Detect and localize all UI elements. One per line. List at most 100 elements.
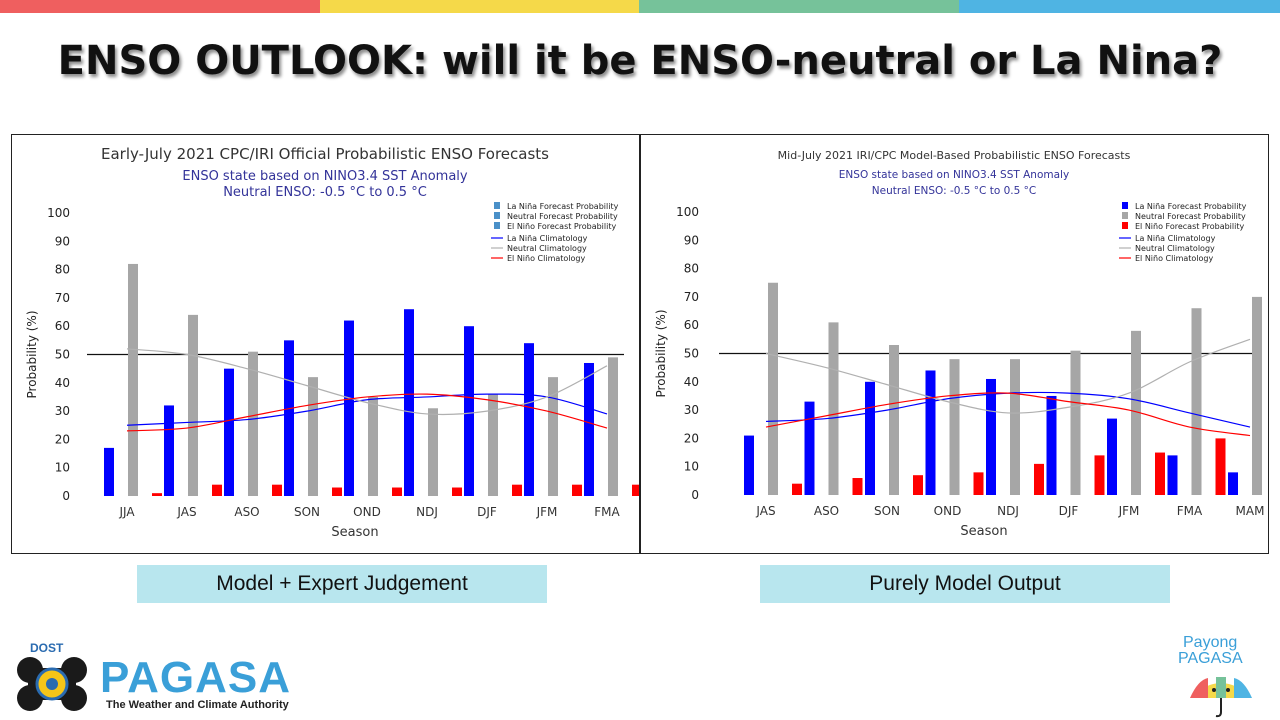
climatology-line-elnino — [126, 393, 608, 432]
bar-lanina — [524, 343, 534, 496]
top-stripe-green — [639, 0, 959, 13]
x-tick-label: DJF — [477, 505, 497, 519]
bar-neutral — [488, 394, 498, 496]
bar-lanina — [584, 362, 594, 496]
bar-elnino — [1215, 438, 1226, 495]
y-tick-label: 0 — [691, 488, 699, 502]
bar-lanina — [986, 378, 996, 495]
bar-neutral — [608, 357, 618, 496]
bar-neutral — [428, 408, 438, 496]
climatology-line-lanina — [126, 393, 608, 426]
legend-label: La Niña Forecast Probability — [507, 202, 619, 211]
y-tick-label: 80 — [55, 263, 70, 277]
y-tick-label: 30 — [55, 404, 70, 418]
bar-elnino — [512, 484, 522, 496]
x-tick-label: ASO — [814, 504, 839, 518]
top-stripe-red — [0, 0, 320, 13]
chart-subtitle-state: ENSO state based on NINO3.4 SST Anomaly — [182, 169, 468, 184]
pagasa-emblem-icon — [17, 657, 87, 711]
bar-neutral — [828, 322, 839, 495]
bar-elnino — [572, 484, 582, 496]
y-tick-label: 100 — [47, 206, 70, 220]
x-tick-label: OND — [934, 504, 962, 518]
x-tick-label: DJF — [1059, 504, 1079, 518]
bar-neutral — [768, 282, 778, 495]
bar-neutral — [1131, 330, 1141, 495]
umbrella-icon — [1190, 677, 1252, 718]
x-tick-label: JJA — [118, 505, 135, 519]
legend-label: La Niña Forecast Probability — [1135, 202, 1247, 211]
x-tick-label: JFM — [536, 505, 558, 519]
chart-subtitle-neutral-range: Neutral ENSO: -0.5 °C to 0.5 °C — [872, 185, 1036, 197]
x-tick-label: JAS — [176, 505, 196, 519]
legend-swatch-elnino — [494, 222, 500, 229]
y-tick-label: 20 — [684, 431, 699, 445]
bar-lanina — [224, 368, 234, 496]
bar-neutral — [248, 351, 258, 496]
x-tick-label: NDJ — [416, 505, 438, 519]
x-tick-label: FMA — [1177, 504, 1203, 518]
payong-label-line1: Payong — [1183, 634, 1238, 651]
bar-lanina — [344, 320, 354, 496]
y-tick-label: 40 — [55, 376, 70, 390]
bar-elnino — [913, 475, 923, 495]
bar-lanina — [865, 381, 875, 495]
bar-neutral — [368, 396, 378, 496]
bar-lanina — [164, 405, 174, 496]
x-axis-label: Season — [960, 524, 1007, 539]
y-tick-label: 90 — [55, 234, 70, 248]
bar-lanina — [404, 309, 414, 496]
y-tick-label: 30 — [684, 403, 699, 417]
legend-label: Neutral Climatology — [507, 244, 587, 253]
bar-neutral — [128, 263, 138, 496]
bar-neutral — [548, 377, 558, 496]
x-tick-label: MAM — [1236, 504, 1265, 518]
y-tick-label: 20 — [55, 432, 70, 446]
x-tick-label: FMA — [594, 505, 620, 519]
bar-neutral — [1191, 308, 1202, 495]
bar-neutral — [1252, 296, 1262, 495]
legend-label: El Niño Climatology — [507, 254, 585, 263]
climatology-line-elnino — [765, 392, 1251, 437]
chart-official-forecast: Early-July 2021 CPC/IRI Official Probabi… — [25, 145, 639, 540]
y-tick-label: 40 — [684, 375, 699, 389]
x-tick-label: OND — [353, 505, 381, 519]
bar-elnino — [632, 484, 639, 496]
chart-panel-official: Early-July 2021 CPC/IRI Official Probabi… — [11, 134, 640, 554]
pagasa-tagline: The Weather and Climate Authority — [106, 699, 289, 711]
y-tick-label: 100 — [676, 205, 699, 219]
top-stripe-blue — [959, 0, 1280, 13]
y-tick-label: 10 — [684, 460, 699, 474]
chart-panel-model: Mid-July 2021 IRI/CPC Model-Based Probab… — [640, 134, 1269, 554]
bar-lanina — [284, 340, 294, 496]
slide-title: ENSO OUTLOOK: will it be ENSO-neutral or… — [57, 38, 1223, 84]
y-tick-label: 10 — [55, 461, 70, 475]
bar-lanina — [804, 401, 815, 495]
caption-model-output: Purely Model Output — [760, 565, 1170, 603]
top-stripe-yellow — [320, 0, 639, 13]
bar-neutral — [1010, 359, 1020, 495]
bar-elnino — [452, 487, 462, 496]
legend-swatch-elnino — [1122, 222, 1128, 229]
bar-elnino — [852, 478, 863, 495]
chart-subtitle-neutral-range: Neutral ENSO: -0.5 °C to 0.5 °C — [223, 185, 427, 200]
chart-subtitle-state: ENSO state based on NINO3.4 SST Anomaly — [839, 169, 1069, 181]
legend-label: El Niño Forecast Probability — [507, 222, 616, 231]
bar-elnino — [272, 484, 282, 496]
legend-label: Neutral Climatology — [1135, 244, 1215, 253]
x-tick-label: SON — [294, 505, 320, 519]
legend-label: Neutral Forecast Probability — [507, 212, 618, 221]
bar-neutral — [889, 345, 899, 495]
payong-label-line2: PAGASA — [1178, 650, 1243, 667]
bar-elnino — [792, 483, 802, 495]
y-axis-label: Probability (%) — [654, 309, 668, 397]
x-tick-label: SON — [874, 504, 900, 518]
bar-lanina — [925, 370, 936, 495]
y-tick-label: 90 — [684, 233, 699, 247]
y-tick-label: 60 — [684, 318, 699, 332]
chart-title: Early-July 2021 CPC/IRI Official Probabi… — [101, 145, 549, 163]
legend-swatch-lanina — [1122, 202, 1128, 209]
bar-neutral — [308, 377, 318, 496]
bar-neutral — [949, 359, 960, 495]
bar-lanina — [104, 447, 114, 496]
